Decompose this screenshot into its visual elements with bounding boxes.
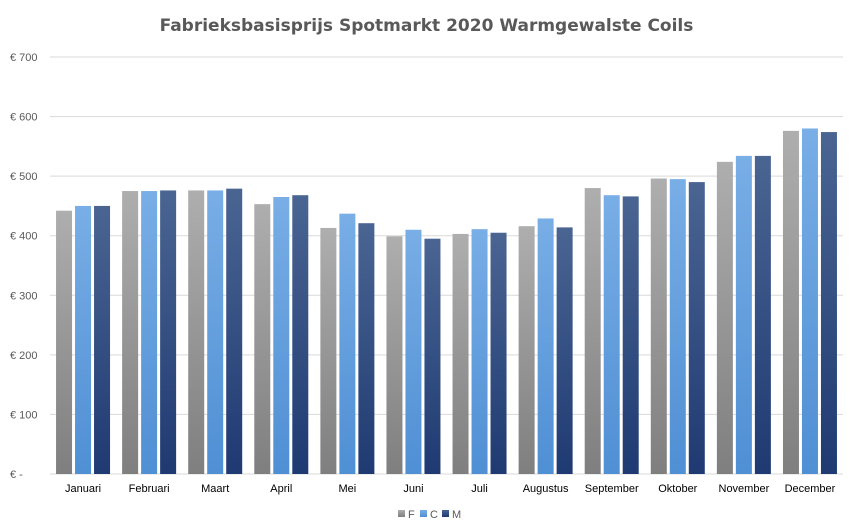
bar-M-Maart (226, 188, 243, 474)
bar-C-September (603, 195, 620, 474)
bar-M-Mei (358, 223, 375, 474)
legend-label-C: C (430, 509, 438, 521)
bar-C-April (273, 196, 290, 474)
bar-F-Oktober (650, 178, 667, 475)
legend-label-F: F (408, 509, 415, 521)
y-tick-label: € - (10, 469, 23, 481)
legend-swatch-F (398, 510, 405, 517)
bar-M-Juni (424, 238, 441, 474)
y-tick-label: € 400 (10, 231, 38, 243)
bar-C-Januari (75, 205, 92, 474)
bar-C-Mei (339, 213, 356, 474)
bar-F-Augustus (518, 226, 535, 474)
bar-C-Juni (405, 229, 422, 474)
x-category-label: Augustus (523, 483, 569, 495)
bar-C-Augustus (537, 218, 554, 474)
bar-C-Juli (471, 229, 488, 474)
bar-F-Januari (56, 210, 73, 475)
x-category-label: December (785, 483, 836, 495)
bar-F-April (254, 204, 271, 475)
chart-title: Fabrieksbasisprijs Spotmarkt 2020 Warmge… (159, 16, 694, 36)
bar-C-Maart (207, 190, 224, 474)
bar-F-Juni (386, 236, 403, 474)
x-category-label: Juni (403, 483, 423, 495)
x-category-label: Juli (471, 483, 488, 495)
y-tick-label: € 200 (10, 350, 38, 362)
legend-swatch-C (420, 510, 427, 517)
bar-F-Mei (320, 227, 337, 474)
bar-F-November (716, 161, 733, 475)
bar-F-Maart (188, 190, 205, 474)
bar-F-September (584, 188, 601, 475)
bar-M-September (622, 196, 639, 474)
y-tick-label: € 100 (10, 409, 38, 421)
bar-F-Februari (122, 191, 139, 475)
bar-C-November (735, 155, 752, 475)
y-tick-label: € 300 (10, 290, 38, 302)
x-category-label: November (719, 483, 770, 495)
bar-C-Februari (141, 191, 158, 475)
x-category-label: Maart (201, 483, 229, 495)
x-category-label: Mei (339, 483, 357, 495)
x-category-label: Februari (129, 483, 170, 495)
x-category-label: Januari (65, 483, 101, 495)
bar-M-Februari (160, 190, 177, 474)
x-category-label: September (585, 483, 639, 495)
bar-F-Juli (452, 233, 469, 474)
bar-M-Januari (94, 205, 111, 474)
y-tick-label: € 600 (10, 112, 38, 124)
legend-label-M: M (452, 509, 461, 521)
bar-M-Augustus (556, 227, 573, 474)
y-tick-label: € 500 (10, 171, 38, 183)
bar-M-December (820, 132, 837, 474)
bar-F-December (782, 130, 799, 474)
legend-swatch-M (442, 510, 449, 517)
y-tick-label: € 700 (10, 52, 38, 64)
bar-M-April (292, 195, 309, 474)
x-category-label: Oktober (658, 483, 697, 495)
bar-M-Juli (490, 232, 507, 474)
bar-C-December (801, 128, 818, 474)
bar-M-November (754, 155, 771, 475)
bar-C-Oktober (669, 179, 686, 474)
x-category-label: April (270, 483, 292, 495)
bar-M-Oktober (688, 182, 705, 474)
